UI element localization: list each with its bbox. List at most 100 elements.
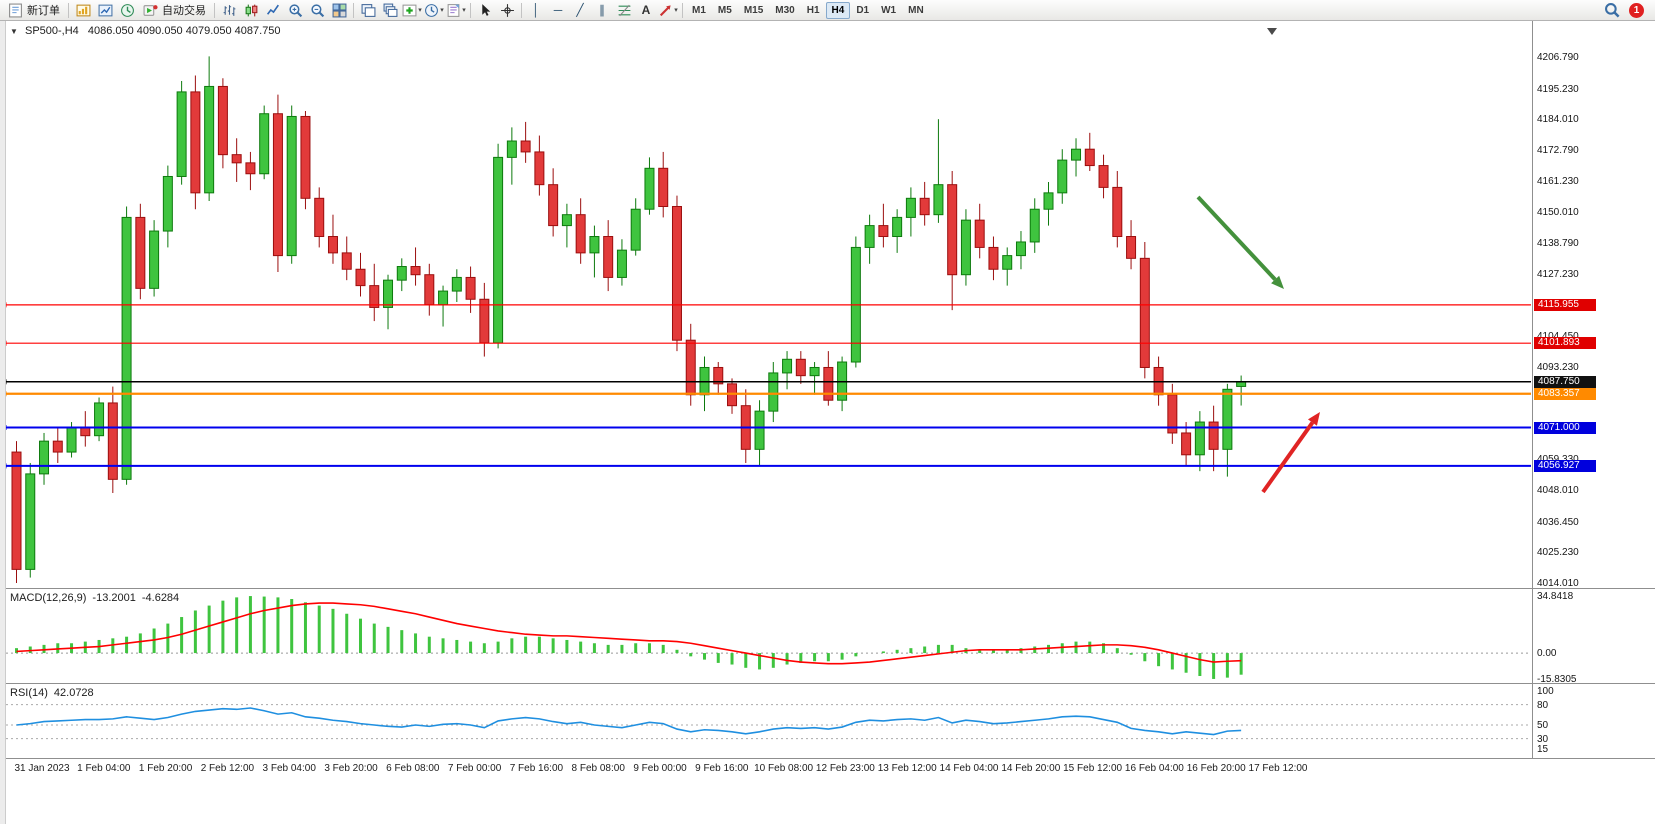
time-axis-label: 2 Feb 12:00: [200, 763, 255, 774]
macd-axis-label: 0.00: [1537, 648, 1557, 660]
rsi-value: 42.0728: [53, 687, 94, 699]
time-axis-label: 14 Feb 04:00: [939, 763, 999, 774]
tile-windows-icon: [332, 3, 346, 17]
macd-value: -13.2001: [92, 592, 136, 604]
separator: [214, 2, 215, 18]
search-button[interactable]: [1601, 1, 1623, 20]
zoom-out-button[interactable]: [306, 1, 328, 20]
fibonacci-tool-button[interactable]: [613, 1, 635, 20]
price-badge-4056.927: 4056.927: [1534, 459, 1596, 472]
price-axis-label: 4206.790: [1537, 52, 1579, 63]
rsi-axis-label: 100: [1537, 686, 1554, 697]
time-axis-label: 8 Feb 08:00: [571, 763, 625, 774]
price-axis-label: 4127.230: [1537, 269, 1579, 281]
macd-header: MACD(12,26,9) -13.2001 -4.6284: [10, 592, 185, 604]
text-tool-button[interactable]: A: [635, 1, 657, 20]
timeframe-m5-button[interactable]: M5: [717, 4, 732, 16]
trend-arrow-up-head[interactable]: [1307, 412, 1320, 426]
price-axis-label: 4036.450: [1537, 516, 1579, 528]
price-badge-4087.750: 4087.750: [1534, 375, 1596, 388]
timeframe-m15-button[interactable]: M15: [743, 4, 764, 16]
vertical-line-tool-button[interactable]: │: [525, 1, 547, 20]
timeframe-w1-button[interactable]: W1: [881, 4, 897, 16]
macd-histogram: [15, 596, 1243, 679]
arrows-tool-button[interactable]: ▾: [657, 1, 679, 20]
arrange-windows-button[interactable]: [357, 1, 379, 20]
bar-chart-type-button[interactable]: [218, 1, 240, 20]
chevron-down-icon: ▾: [674, 7, 678, 14]
time-axis-label: 6 Feb 08:00: [386, 763, 440, 774]
rsi-label: RSI(14): [10, 687, 48, 699]
periods-clock-icon: [425, 3, 439, 17]
time-axis-label: 15 Feb 12:00: [1063, 763, 1123, 774]
navigator-button[interactable]: [116, 1, 138, 20]
time-axis-label: 16 Feb 20:00: [1186, 763, 1246, 774]
price-badge-4083.357: 4083.357: [1534, 387, 1596, 400]
crosshair-button[interactable]: [496, 1, 518, 20]
trend-arrow-down-head[interactable]: [1271, 275, 1284, 289]
timeframe-d1-button[interactable]: D1: [856, 4, 870, 16]
cascade-windows-button[interactable]: [379, 1, 401, 20]
chart-dropdown-icon[interactable]: ▼: [10, 27, 18, 36]
separator: [68, 2, 69, 18]
price-badge-4115.955: 4115.955: [1534, 298, 1596, 311]
timeframe-h4-button[interactable]: H4: [825, 1, 851, 19]
trendline-tool-button[interactable]: ╱: [569, 1, 591, 20]
chart-ohlc-values: 4086.050 4090.050 4079.050 4087.750: [87, 25, 281, 37]
price-axis-label: 4025.230: [1537, 547, 1579, 559]
horizontal-line-tool-button[interactable]: ─: [547, 1, 569, 20]
price-axis-label: 4172.790: [1537, 144, 1579, 156]
rsi-header: RSI(14) 42.0728: [10, 687, 100, 699]
price-axis-label: 4161.230: [1537, 176, 1579, 188]
timeframe-h1-button[interactable]: H1: [806, 4, 820, 16]
autotrading-label: 自动交易: [162, 5, 206, 17]
candlestick-type-button[interactable]: [240, 1, 262, 20]
chevron-down-icon: ▾: [462, 7, 466, 14]
time-axis-label: 31 Jan 2023: [14, 763, 70, 774]
macd-signal-value: -4.6284: [141, 592, 180, 604]
macd-axis-label: 34.8418: [1537, 591, 1574, 602]
new-order-icon: [9, 3, 22, 17]
navigator-icon: [120, 3, 134, 17]
timeframe-mn-button[interactable]: MN: [908, 4, 924, 16]
cursor-button[interactable]: [474, 1, 496, 20]
tile-windows-button[interactable]: [328, 1, 350, 20]
indicators-icon: [402, 4, 417, 16]
new-chart-button[interactable]: [72, 1, 94, 20]
time-axis-label: 1 Feb 04:00: [77, 763, 131, 774]
new-order-button[interactable]: 新订单: [3, 1, 65, 20]
price-axis-label: 4048.010: [1537, 485, 1579, 497]
time-axis-label: 16 Feb 04:00: [1124, 763, 1184, 774]
separator: [521, 2, 522, 18]
indicators-button[interactable]: ▾: [401, 1, 423, 20]
price-axis-label: 4104.450: [1537, 331, 1579, 342]
zoom-in-button[interactable]: [284, 1, 306, 20]
rsi-line: [16, 707, 1242, 736]
new-order-label: 新订单: [27, 5, 60, 17]
price-axis-label: 4195.230: [1537, 83, 1579, 95]
price-axis-label: 4150.010: [1537, 206, 1579, 218]
notification-count: 1: [1633, 4, 1640, 16]
candles[interactable]: [11, 56, 1247, 584]
trend-arrow-up[interactable]: [1261, 421, 1315, 494]
chart-shift-marker[interactable]: [1267, 28, 1277, 35]
chevron-down-icon: ▾: [418, 7, 422, 14]
timeframe-m1-button[interactable]: M1: [692, 4, 706, 16]
time-axis-label: 7 Feb 00:00: [447, 763, 502, 774]
periods-button[interactable]: ▾: [423, 1, 445, 20]
time-axis-label: 14 Feb 20:00: [1001, 763, 1061, 774]
separator: [470, 2, 471, 18]
notification-badge[interactable]: 1: [1629, 2, 1644, 18]
channel-tool-button[interactable]: ∥: [591, 1, 613, 20]
templates-button[interactable]: ▾: [445, 1, 467, 20]
crosshair-icon: [500, 3, 514, 17]
line-chart-type-button[interactable]: [262, 1, 284, 20]
macd-signal-line: [16, 602, 1242, 665]
autotrading-button[interactable]: 自动交易: [138, 1, 211, 20]
trend-arrow-down[interactable]: [1196, 195, 1277, 281]
separator: [353, 2, 354, 18]
timeframe-m30-button[interactable]: M30: [775, 4, 795, 16]
market-watch-button[interactable]: [94, 1, 116, 20]
cascade-windows-icon: [383, 3, 397, 17]
